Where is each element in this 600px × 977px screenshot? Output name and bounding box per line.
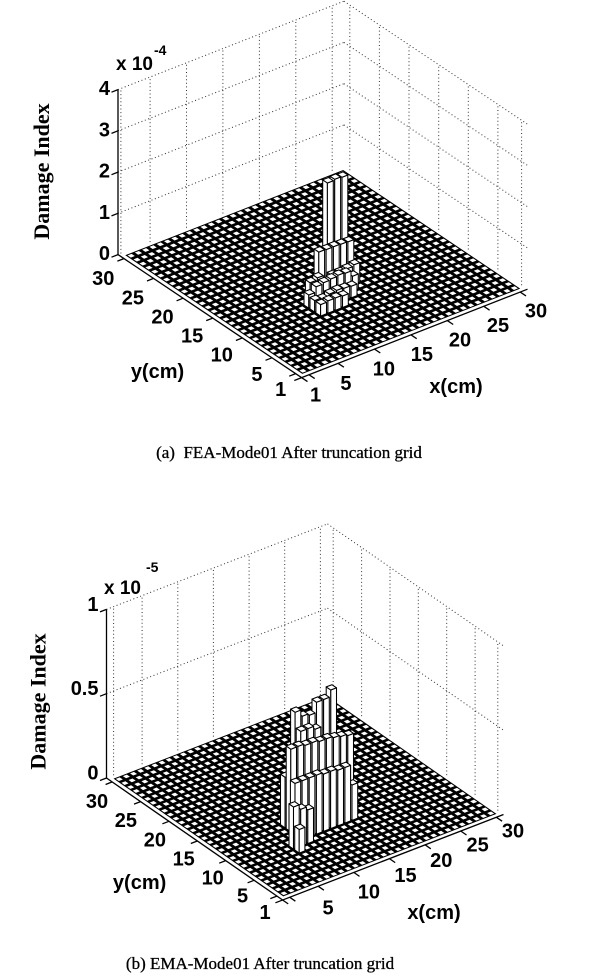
svg-text:2: 2 bbox=[99, 161, 110, 183]
svg-text:10: 10 bbox=[202, 868, 224, 890]
svg-text:Damage Index: Damage Index bbox=[26, 633, 51, 769]
svg-text:1: 1 bbox=[99, 202, 110, 224]
svg-text:15: 15 bbox=[394, 865, 416, 887]
svg-text:(b) EMA-Mode01 After truncatio: (b) EMA-Mode01 After truncation grid bbox=[126, 954, 395, 973]
svg-text:15: 15 bbox=[181, 326, 203, 348]
svg-text:1: 1 bbox=[275, 379, 286, 401]
svg-text:10: 10 bbox=[211, 345, 233, 367]
svg-text:30: 30 bbox=[86, 791, 108, 813]
svg-text:30: 30 bbox=[92, 268, 114, 290]
svg-text:4: 4 bbox=[99, 78, 111, 100]
svg-text:20: 20 bbox=[144, 829, 166, 851]
svg-text:20: 20 bbox=[430, 850, 452, 872]
svg-text:20: 20 bbox=[151, 306, 173, 328]
svg-text:(a) FEA-Mode01 After truncati: (a) FEA-Mode01 After truncation grid bbox=[156, 443, 422, 462]
svg-text:15: 15 bbox=[411, 344, 433, 366]
svg-text:1: 1 bbox=[259, 902, 270, 924]
svg-text:x(cm): x(cm) bbox=[407, 902, 460, 924]
svg-text:5: 5 bbox=[322, 898, 333, 920]
svg-text:y(cm): y(cm) bbox=[113, 872, 166, 894]
svg-text:-4: -4 bbox=[154, 42, 167, 58]
svg-text:25: 25 bbox=[466, 835, 488, 857]
svg-text:0: 0 bbox=[99, 243, 110, 265]
svg-text:25: 25 bbox=[122, 287, 144, 309]
svg-text:30: 30 bbox=[502, 821, 524, 843]
svg-text:5: 5 bbox=[340, 373, 351, 395]
svg-text:10: 10 bbox=[358, 882, 380, 904]
svg-text:x 10: x 10 bbox=[104, 578, 141, 599]
svg-text:25: 25 bbox=[487, 315, 509, 337]
svg-text:0.5: 0.5 bbox=[71, 678, 99, 700]
svg-text:y(cm): y(cm) bbox=[131, 361, 184, 383]
svg-text:10: 10 bbox=[373, 358, 395, 380]
svg-text:15: 15 bbox=[173, 848, 195, 870]
svg-text:0: 0 bbox=[87, 763, 98, 785]
svg-text:30: 30 bbox=[525, 301, 547, 323]
svg-text:20: 20 bbox=[449, 330, 471, 352]
svg-text:x 10: x 10 bbox=[116, 54, 153, 75]
svg-text:1: 1 bbox=[87, 594, 98, 616]
svg-text:-5: -5 bbox=[146, 559, 159, 575]
svg-text:1: 1 bbox=[310, 385, 321, 407]
svg-text:x(cm): x(cm) bbox=[429, 376, 482, 398]
svg-text:25: 25 bbox=[115, 810, 137, 832]
svg-text:3: 3 bbox=[99, 119, 110, 141]
svg-text:Damage Index: Damage Index bbox=[29, 103, 54, 239]
svg-text:5: 5 bbox=[237, 886, 248, 908]
svg-text:5: 5 bbox=[251, 364, 262, 386]
